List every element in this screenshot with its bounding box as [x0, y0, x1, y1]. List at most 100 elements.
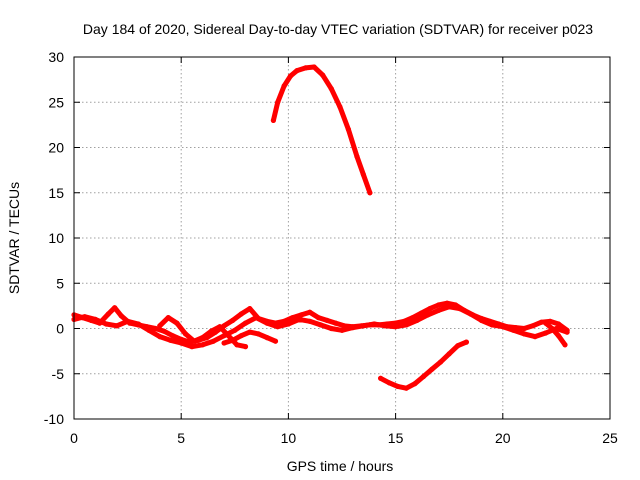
data-point	[135, 321, 141, 327]
y-tick-label: 0	[56, 321, 64, 337]
data-point	[386, 380, 392, 386]
data-point	[367, 190, 373, 196]
x-axis-title: GPS time / hours	[287, 458, 394, 474]
data-point	[446, 304, 452, 310]
data-point	[530, 323, 536, 329]
grid	[74, 57, 610, 419]
data-point	[315, 315, 321, 321]
data-point	[538, 319, 545, 325]
data-point	[403, 322, 409, 328]
data-point	[225, 333, 231, 339]
data-point	[410, 315, 416, 321]
data-point	[555, 333, 562, 339]
data-point	[296, 316, 302, 322]
data-point	[178, 340, 184, 346]
data-point	[564, 329, 570, 335]
data-point	[272, 338, 279, 344]
data-point	[435, 302, 442, 308]
data-point	[510, 327, 517, 333]
data-point	[562, 342, 568, 348]
data-point	[105, 311, 111, 317]
data-point	[420, 373, 427, 380]
series-arc-low	[378, 339, 469, 391]
series-tail-23h	[543, 320, 568, 348]
y-tick-label: 5	[56, 275, 64, 291]
data-point	[328, 325, 334, 332]
data-point	[118, 313, 124, 319]
data-point	[350, 325, 356, 331]
y-tick-label: 20	[48, 140, 64, 156]
data-point	[230, 317, 236, 323]
y-tick-label: -5	[52, 366, 65, 382]
y-tick-label: 30	[48, 49, 64, 65]
data-point	[232, 327, 238, 333]
data-point	[395, 383, 401, 389]
y-tick-label: 10	[48, 230, 64, 246]
data-point	[146, 327, 152, 333]
data-point	[427, 306, 433, 312]
data-point	[425, 312, 431, 318]
data-point	[112, 305, 118, 311]
data-point	[170, 333, 176, 339]
data-point	[455, 343, 461, 349]
data-point	[182, 331, 189, 337]
data-point	[103, 321, 109, 327]
data-point	[500, 324, 506, 330]
data-point	[457, 306, 463, 312]
data-point	[264, 335, 270, 341]
data-point	[287, 73, 294, 79]
data-point	[333, 320, 339, 326]
data-point	[161, 328, 167, 334]
x-tick-label: 0	[70, 430, 78, 446]
data-point	[318, 322, 324, 328]
data-point	[189, 344, 195, 350]
data-point	[435, 307, 442, 313]
data-point	[489, 322, 495, 328]
x-tick-label: 25	[602, 430, 618, 446]
data-point	[238, 311, 244, 317]
data-point	[328, 86, 334, 92]
data-point	[360, 172, 366, 178]
data-point	[165, 315, 171, 321]
data-point	[320, 72, 326, 78]
data-point	[238, 333, 244, 339]
series-layer	[71, 64, 570, 391]
data-point	[555, 321, 562, 327]
data-point	[521, 325, 527, 332]
data-point	[242, 320, 249, 326]
data-point	[230, 337, 236, 343]
data-point	[414, 317, 420, 323]
data-point	[157, 323, 163, 329]
data-point	[234, 342, 240, 348]
data-point	[543, 330, 549, 336]
x-tick-label: 5	[177, 430, 185, 446]
data-point	[174, 320, 180, 326]
data-point	[307, 318, 313, 324]
data-point	[253, 315, 259, 321]
data-point	[157, 334, 163, 340]
data-point	[167, 337, 174, 343]
data-point	[521, 331, 527, 337]
data-point	[543, 320, 549, 326]
data-point	[125, 318, 131, 324]
data-point	[152, 325, 159, 332]
chart-title: Day 184 of 2020, Sidereal Day-to-day VTE…	[83, 21, 593, 37]
data-point	[446, 351, 452, 357]
data-point	[393, 324, 399, 330]
data-point	[221, 340, 227, 346]
data-point	[360, 323, 366, 329]
series-arc-high	[270, 64, 373, 196]
data-point	[210, 338, 216, 344]
data-point	[217, 324, 223, 330]
x-tick-label: 15	[388, 430, 404, 446]
data-point	[371, 321, 377, 327]
data-point	[418, 310, 424, 316]
data-point	[281, 83, 287, 89]
data-point	[324, 317, 330, 323]
data-point	[429, 366, 435, 372]
data-point	[114, 323, 120, 329]
ticks	[73, 56, 611, 420]
data-point	[468, 311, 474, 317]
data-point	[378, 375, 384, 381]
data-point	[275, 99, 281, 105]
